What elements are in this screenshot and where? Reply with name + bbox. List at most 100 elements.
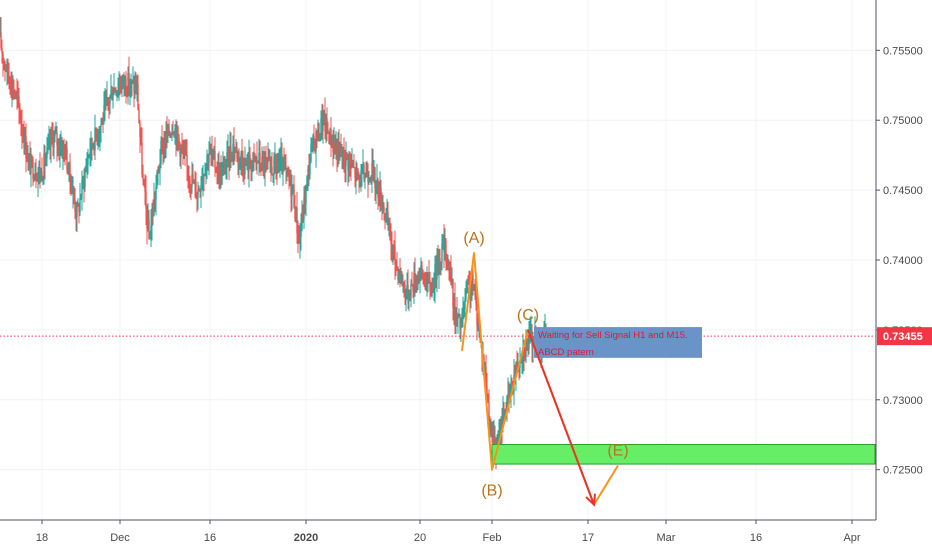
candle (96, 127, 98, 146)
candle (307, 164, 309, 192)
candle-body (335, 145, 337, 153)
candle-body (448, 262, 450, 265)
candle-body (344, 160, 346, 166)
candle-body (486, 386, 488, 395)
candle (373, 159, 375, 184)
candle (353, 154, 355, 169)
candle-body (21, 124, 23, 133)
candle-body (321, 118, 323, 131)
candle (74, 188, 76, 220)
candle (383, 202, 385, 221)
candle-body (376, 179, 378, 182)
candle-body (253, 152, 255, 155)
price-tick-label: 0.74000 (883, 255, 923, 267)
time-tick-label: Apr (843, 532, 860, 544)
candle (137, 74, 139, 111)
candle-body (501, 422, 503, 429)
candle-body (162, 142, 164, 154)
candle (101, 117, 103, 126)
candle-body (137, 83, 139, 110)
candle (140, 127, 142, 146)
candle-body (261, 156, 263, 170)
candle-body (171, 131, 173, 137)
candle-body (381, 207, 383, 210)
candle (341, 143, 343, 169)
candle-body (422, 270, 424, 279)
candle (144, 174, 146, 206)
candle (166, 116, 168, 149)
candle-body (461, 313, 463, 327)
candle (46, 137, 48, 167)
candle (491, 421, 493, 444)
candle-body (156, 172, 158, 187)
candle (80, 193, 82, 201)
candle (527, 334, 529, 358)
candle (425, 272, 427, 292)
candle (253, 143, 255, 171)
candle-body (103, 105, 105, 123)
candle (351, 147, 353, 169)
candle (367, 163, 369, 198)
candle (290, 170, 292, 213)
time-tick-label: 17 (582, 532, 594, 544)
candle-body (41, 171, 43, 181)
candle-body (458, 313, 460, 316)
candle-body (530, 330, 532, 332)
time-axis-labels: 18 Dec 16 2020 20 Feb 17 Mar 16 Apr (36, 520, 861, 544)
candle (363, 162, 365, 183)
candle (447, 254, 449, 271)
candle-body (218, 164, 220, 182)
candle-body (43, 153, 45, 179)
candle (27, 145, 29, 171)
candle-body (378, 197, 380, 204)
candle (71, 175, 73, 195)
candle-body (473, 287, 475, 290)
candle (467, 275, 469, 293)
candle (316, 129, 318, 149)
candle (313, 124, 315, 152)
candle-body (194, 181, 196, 182)
candle-body (337, 141, 339, 161)
candle (344, 149, 346, 183)
time-tick-label: Feb (483, 532, 502, 544)
candle (443, 224, 445, 269)
candle (299, 222, 301, 259)
candle-body (172, 131, 174, 133)
candle-body (84, 171, 86, 188)
candle (473, 284, 475, 291)
candle (45, 152, 47, 167)
candle (461, 307, 463, 328)
candle-body (203, 175, 205, 177)
candle-body (350, 161, 352, 167)
candle-body (432, 282, 434, 290)
candle (126, 85, 128, 98)
candle-body (349, 160, 351, 162)
candle-body (10, 88, 12, 93)
candle-body (525, 340, 527, 358)
candle-body (133, 81, 135, 93)
candle (427, 272, 429, 293)
candle (93, 141, 95, 156)
candle-body (404, 284, 406, 299)
candle-body (109, 95, 111, 104)
candle (142, 164, 144, 186)
candle-body (175, 128, 177, 144)
candle-body (396, 265, 398, 267)
candle-body (9, 79, 11, 89)
candle (269, 149, 271, 173)
support-zone (491, 444, 876, 465)
candle-body (433, 286, 435, 290)
candle (275, 153, 277, 180)
candle (433, 272, 435, 302)
candle-body (70, 179, 72, 194)
candle-body (16, 92, 18, 95)
candle (179, 141, 181, 167)
candle (346, 151, 348, 161)
candle-body (131, 79, 133, 82)
candle (187, 165, 189, 189)
candle (276, 152, 278, 185)
candle (56, 126, 58, 162)
candle-body (315, 131, 317, 152)
